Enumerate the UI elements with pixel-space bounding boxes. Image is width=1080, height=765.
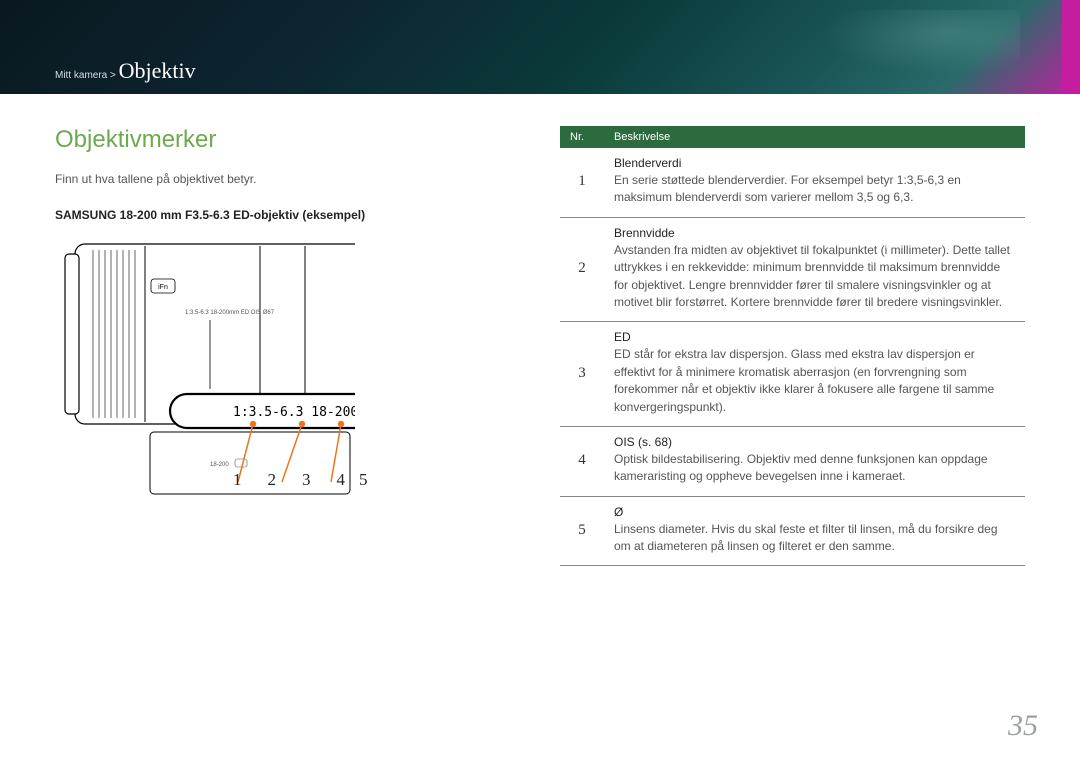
example-label: SAMSUNG 18-200 mm F3.5-6.3 ED-objektiv (… (55, 208, 505, 222)
section-title: Objektivmerker (55, 126, 505, 154)
table-row: 1 Blenderverdi En serie støttede blenderve… (560, 148, 1025, 217)
row-body: Linsens diameter. Hvis du skal feste et … (614, 521, 1015, 556)
row-nr: 5 (560, 496, 604, 566)
right-column: Nr. Beskrivelse 1 Blenderverdi En serie st… (560, 126, 1025, 574)
row-desc: OIS (s. 68) Optisk bildestabilisering. Ob… (604, 426, 1025, 496)
row-title: Ø (614, 505, 1015, 519)
callout-2: 2 (268, 470, 277, 489)
row-nr: 2 (560, 217, 604, 322)
page-number: 35 (1008, 709, 1038, 743)
accent-bar (1062, 0, 1080, 94)
row-title: Brennvidde (614, 226, 1015, 240)
row-body: En serie støttede blenderverdier. For ek… (614, 172, 1015, 207)
table-row: 3 ED ED står for ekstra lav dispersjon. Gl… (560, 322, 1025, 427)
row-nr: 3 (560, 322, 604, 427)
table-row: 4 OIS (s. 68) Optisk bildestabilisering. O… (560, 426, 1025, 496)
row-desc: Blenderverdi En serie støttede blenderver… (604, 148, 1025, 217)
callout-5: 5 (359, 470, 368, 489)
lens-diagram: iFn 1:3.5-6.3 18-200mm ED OIS Ø67 200 13… (55, 234, 355, 574)
left-column: Objektivmerker Finn ut hva tallene på ob… (55, 126, 505, 574)
breadcrumb-current: Objektiv (119, 58, 196, 83)
intro-text: Finn ut hva tallene på objektivet betyr. (55, 172, 505, 186)
th-desc: Beskrivelse (604, 126, 1025, 148)
table-row: 5Ø Linsens diameter. Hvis du skal feste e… (560, 496, 1025, 566)
header-banner: Mitt kamera > Objektiv (0, 0, 1080, 94)
row-title: OIS (s. 68) (614, 435, 1015, 449)
lens-illustration: iFn 1:3.5-6.3 18-200mm ED OIS Ø67 200 13… (55, 234, 355, 574)
row-nr: 1 (560, 148, 604, 217)
row-nr: 4 (560, 426, 604, 496)
row-title: ED (614, 330, 1015, 344)
row-title: Blenderverdi (614, 156, 1015, 170)
svg-text:iFn: iFn (158, 284, 168, 291)
row-desc: ED ED står for ekstra lav dispersjon. Gla… (604, 322, 1025, 427)
svg-text:1:3.5-6.3 18-200mm ED OIS Ø67: 1:3.5-6.3 18-200mm ED OIS Ø67 (233, 405, 355, 420)
svg-text:1:3.5-6.3 18-200mm ED OIS Ø67: 1:3.5-6.3 18-200mm ED OIS Ø67 (185, 310, 275, 316)
row-desc: Ø Linsens diameter. Hvis du skal feste et… (604, 496, 1025, 566)
table-row: 2 Brennvidde Avstanden fra midten av objek… (560, 217, 1025, 322)
page-content: Objektivmerker Finn ut hva tallene på ob… (0, 94, 1080, 574)
th-nr: Nr. (560, 126, 604, 148)
description-table: Nr. Beskrivelse 1 Blenderverdi En serie st… (560, 126, 1025, 566)
row-desc: Brennvidde Avstanden fra midten av objekt… (604, 217, 1025, 322)
breadcrumb: Mitt kamera > Objektiv (55, 58, 196, 84)
callout-1: 1 (233, 470, 242, 489)
row-body: Optisk bildestabilisering. Objektiv med … (614, 451, 1015, 486)
callout-numbers: 1 2 3 45 (233, 470, 394, 490)
row-body: Avstanden fra midten av objektivet til f… (614, 242, 1015, 312)
callout-4: 4 (337, 470, 346, 489)
svg-text:18-200: 18-200 (210, 462, 229, 468)
breadcrumb-parent: Mitt kamera > (55, 70, 116, 81)
row-body: ED står for ekstra lav dispersjon. Glass… (614, 346, 1015, 416)
callout-3: 3 (302, 470, 311, 489)
